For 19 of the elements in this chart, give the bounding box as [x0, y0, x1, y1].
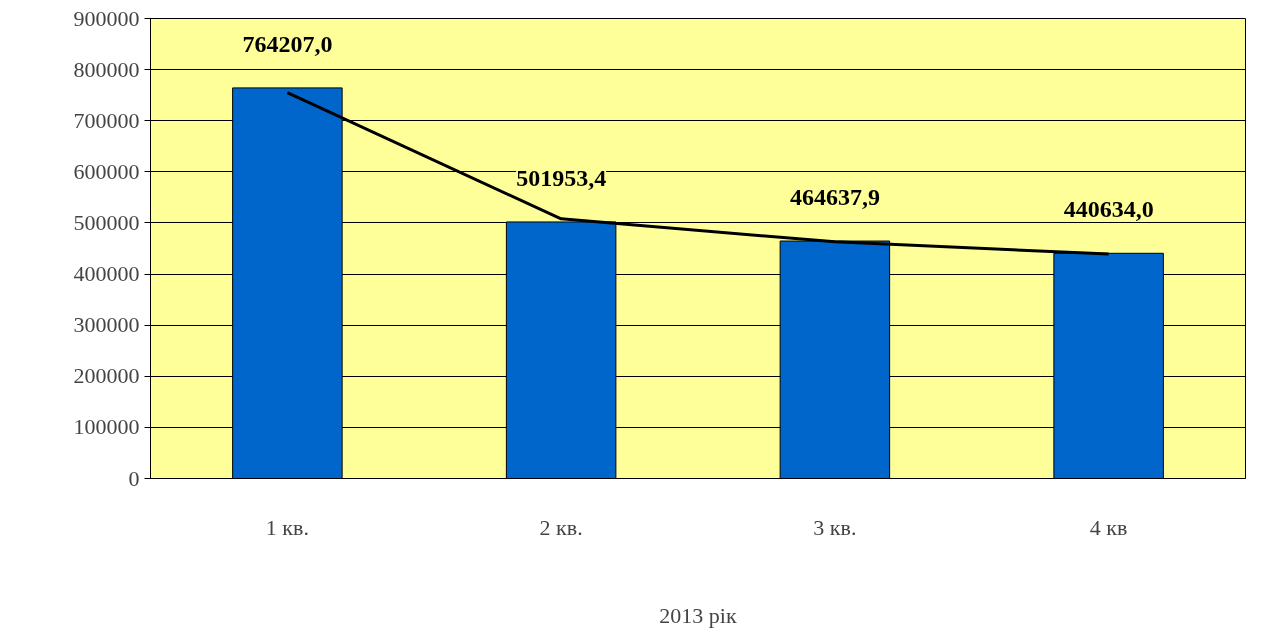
y-tick-label: 100000 [73, 414, 140, 440]
x-tick-label: 4 кв [1089, 514, 1128, 540]
y-tick-label: 300000 [73, 312, 140, 338]
y-tick-label: 900000 [73, 5, 140, 31]
y-tick-label: 500000 [73, 209, 140, 235]
x-tick-label: 3 кв. [813, 514, 857, 540]
x-tick-label: 2 кв. [539, 514, 583, 540]
data-label: 464637,9 [789, 184, 880, 211]
data-label: 764207,0 [242, 30, 333, 57]
y-tick-label: 200000 [73, 363, 140, 389]
data-label: 501953,4 [516, 164, 607, 191]
data-label: 440634,0 [1063, 196, 1154, 223]
y-tick-label: 400000 [73, 261, 140, 287]
x-tick-label: 1 кв. [265, 514, 309, 540]
y-tick-label: 600000 [73, 158, 140, 184]
x-axis-title: 2013 рік [659, 602, 737, 628]
y-tick-label: 0 [128, 465, 140, 491]
y-tick-label: 800000 [73, 56, 140, 82]
y-tick-label: 700000 [73, 107, 140, 133]
